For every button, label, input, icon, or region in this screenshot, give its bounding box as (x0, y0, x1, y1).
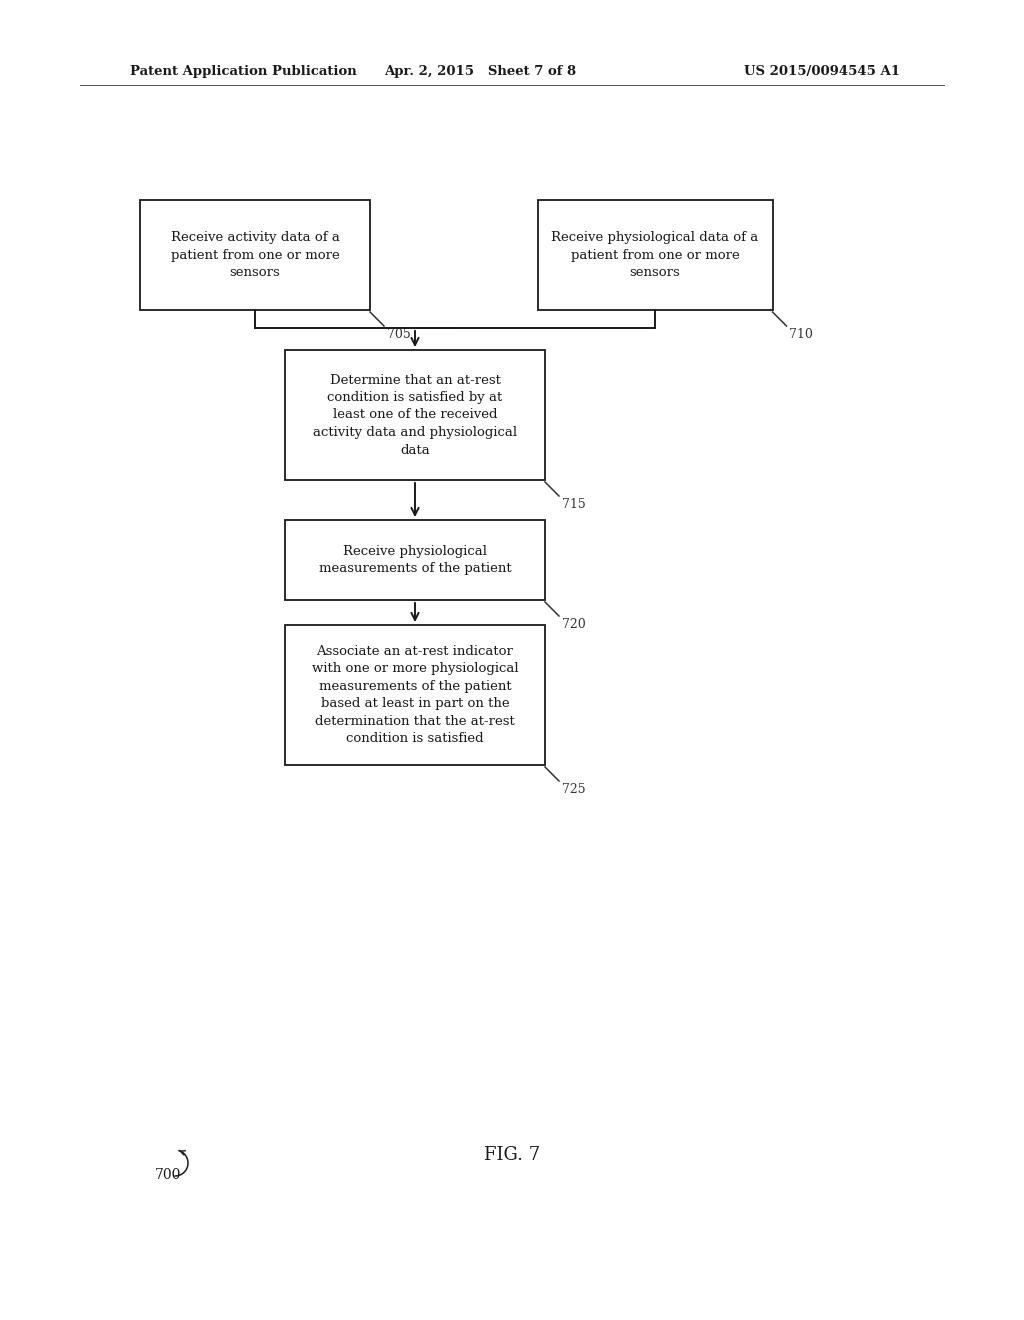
Bar (285, 520, 545, 601)
Text: 720: 720 (562, 618, 586, 631)
Text: Associate an at-rest indicator
with one or more physiological
measurements of th: Associate an at-rest indicator with one … (311, 644, 518, 746)
Text: Patent Application Publication: Patent Application Publication (130, 66, 356, 78)
Text: Receive physiological data of a
patient from one or more
sensors: Receive physiological data of a patient … (551, 231, 759, 279)
Text: 725: 725 (562, 783, 586, 796)
Bar (538, 201, 772, 310)
Text: Determine that an at-rest
condition is satisfied by at
least one of the received: Determine that an at-rest condition is s… (313, 374, 517, 457)
Text: 705: 705 (387, 327, 411, 341)
Bar (285, 624, 545, 766)
Text: FIG. 7: FIG. 7 (484, 1146, 540, 1164)
Text: US 2015/0094545 A1: US 2015/0094545 A1 (744, 66, 900, 78)
Text: Apr. 2, 2015   Sheet 7 of 8: Apr. 2, 2015 Sheet 7 of 8 (384, 66, 577, 78)
Text: 710: 710 (790, 327, 813, 341)
Bar (140, 201, 370, 310)
Text: 715: 715 (562, 498, 586, 511)
Text: Receive activity data of a
patient from one or more
sensors: Receive activity data of a patient from … (171, 231, 339, 279)
Text: Receive physiological
measurements of the patient: Receive physiological measurements of th… (318, 545, 511, 576)
Bar (285, 350, 545, 480)
Text: 700: 700 (155, 1168, 181, 1181)
